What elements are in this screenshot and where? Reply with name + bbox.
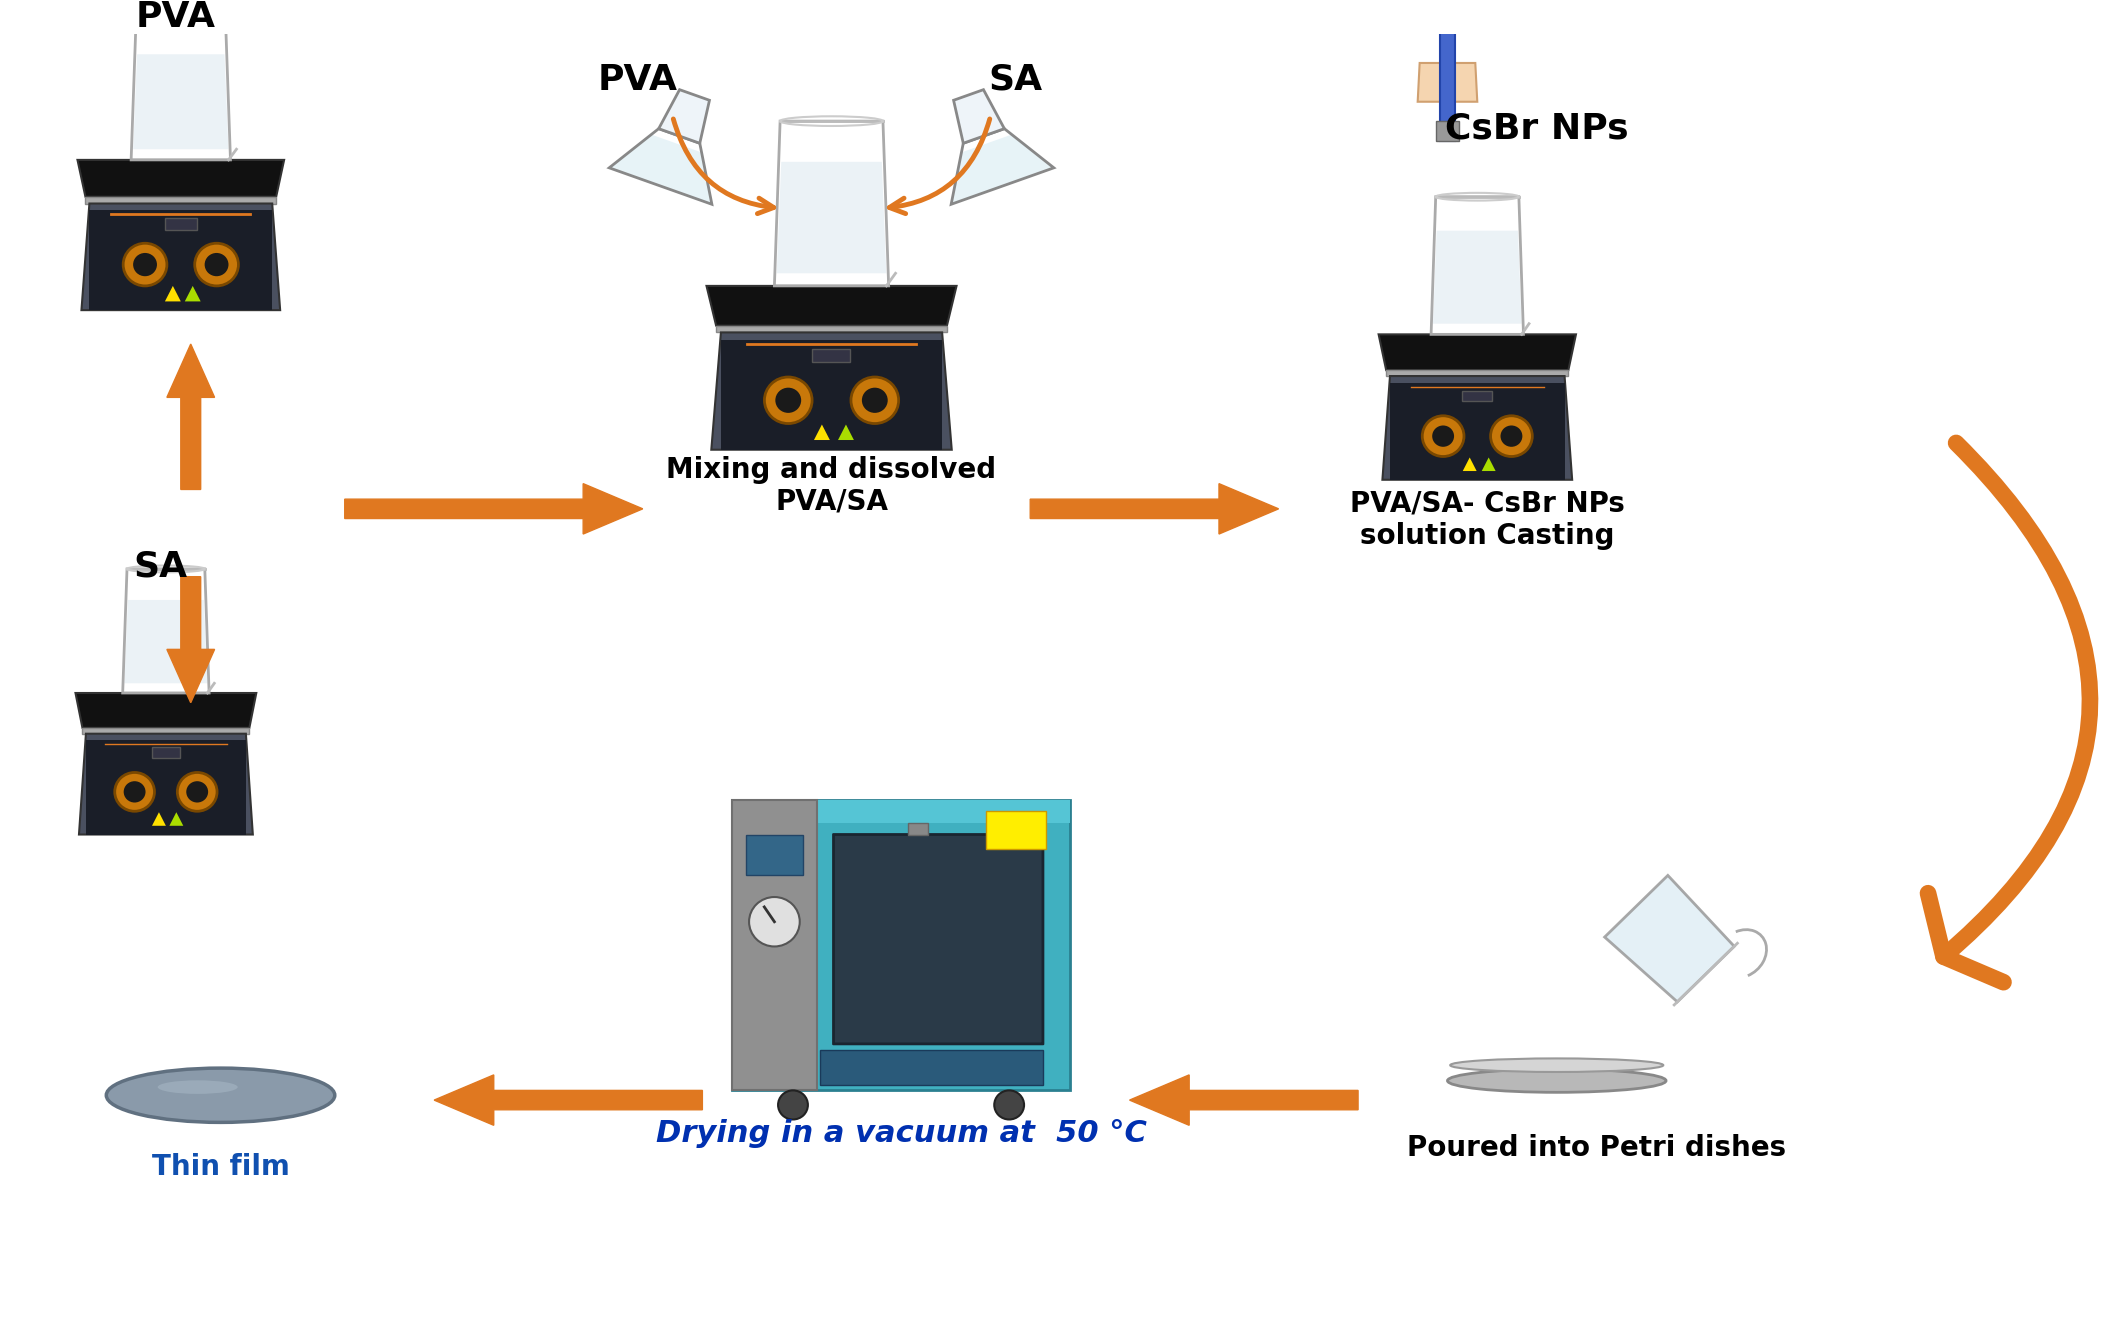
Circle shape (1422, 416, 1464, 456)
Text: Mixing and dissolved
PVA/SA: Mixing and dissolved PVA/SA (666, 456, 996, 516)
Circle shape (862, 388, 887, 413)
Text: SA: SA (134, 550, 187, 583)
Text: CsBr NPs: CsBr NPs (1445, 112, 1628, 145)
Polygon shape (89, 210, 272, 310)
Polygon shape (74, 692, 255, 728)
FancyArrow shape (1030, 484, 1279, 534)
FancyArrow shape (166, 577, 215, 703)
Bar (1436, 121, 1460, 141)
Ellipse shape (1449, 1058, 1664, 1073)
Bar (1385, 371, 1568, 376)
Polygon shape (706, 286, 958, 326)
Bar (1439, 24, 1456, 141)
Circle shape (134, 253, 157, 276)
Text: SA: SA (987, 62, 1043, 97)
Bar (819, 1050, 1043, 1084)
FancyBboxPatch shape (834, 835, 1043, 1043)
Polygon shape (711, 332, 951, 449)
Polygon shape (85, 740, 247, 835)
Polygon shape (953, 89, 1004, 144)
Circle shape (1490, 416, 1532, 456)
Polygon shape (951, 134, 1053, 205)
Polygon shape (123, 599, 206, 683)
Circle shape (779, 1090, 809, 1119)
Text: PVA: PVA (136, 0, 215, 35)
Bar (1462, 391, 1492, 401)
FancyArrow shape (434, 1075, 702, 1126)
Bar (985, 811, 1047, 849)
Polygon shape (164, 286, 181, 302)
Polygon shape (815, 424, 830, 440)
Ellipse shape (157, 1080, 238, 1094)
Polygon shape (609, 134, 713, 205)
Bar (164, 218, 196, 230)
Bar (745, 835, 802, 876)
Circle shape (749, 897, 800, 946)
Circle shape (851, 377, 898, 424)
Polygon shape (170, 812, 183, 825)
Polygon shape (151, 812, 166, 825)
Polygon shape (1481, 457, 1496, 470)
Text: Thin film: Thin film (151, 1154, 289, 1181)
Circle shape (123, 243, 166, 286)
Bar (85, 197, 277, 203)
FancyArrowPatch shape (1928, 443, 2090, 982)
Text: PVA: PVA (598, 62, 679, 97)
Polygon shape (79, 734, 253, 835)
Polygon shape (1462, 457, 1477, 470)
Bar (732, 800, 1070, 823)
Bar (83, 728, 249, 734)
Bar (151, 747, 179, 758)
Polygon shape (777, 162, 887, 274)
Polygon shape (1432, 231, 1522, 324)
Polygon shape (1379, 335, 1577, 371)
Text: Poured into Petri dishes: Poured into Petri dishes (1407, 1134, 1785, 1162)
Polygon shape (185, 286, 200, 302)
Text: Drying in a vacuum at  50 °C: Drying in a vacuum at 50 °C (655, 1119, 1147, 1148)
Polygon shape (1383, 376, 1573, 480)
Polygon shape (81, 203, 281, 310)
Circle shape (1432, 425, 1453, 447)
FancyBboxPatch shape (732, 800, 1070, 1090)
Ellipse shape (1447, 1069, 1666, 1092)
Ellipse shape (106, 1069, 334, 1123)
Polygon shape (1390, 383, 1564, 480)
Circle shape (764, 377, 813, 424)
FancyArrow shape (345, 484, 643, 534)
Bar (813, 350, 849, 361)
Circle shape (775, 388, 800, 413)
FancyArrow shape (1130, 1075, 1358, 1126)
Circle shape (177, 772, 217, 811)
Circle shape (1500, 425, 1522, 447)
Polygon shape (660, 89, 709, 144)
Circle shape (194, 243, 238, 286)
Text: PVA/SA- CsBr NPs
solution Casting: PVA/SA- CsBr NPs solution Casting (1349, 489, 1624, 550)
Polygon shape (1417, 62, 1477, 102)
Polygon shape (1605, 876, 1734, 1002)
Bar (732, 800, 817, 1090)
Bar (717, 326, 947, 332)
Polygon shape (77, 159, 285, 197)
Polygon shape (838, 424, 853, 440)
Bar (909, 823, 928, 835)
Circle shape (994, 1090, 1024, 1119)
Circle shape (123, 781, 145, 803)
Polygon shape (1443, 0, 1453, 24)
Polygon shape (721, 340, 943, 449)
Circle shape (187, 781, 209, 803)
Polygon shape (134, 54, 228, 149)
FancyArrow shape (166, 344, 215, 489)
Circle shape (115, 772, 155, 811)
Circle shape (204, 253, 228, 276)
